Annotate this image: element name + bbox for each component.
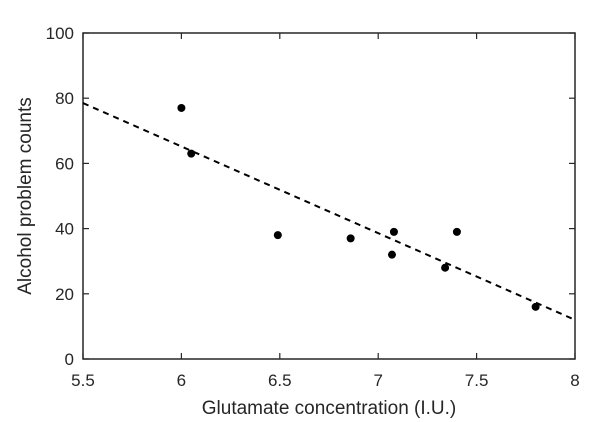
y-tick-label: 0 (65, 350, 74, 369)
data-point (187, 149, 196, 158)
data-point (273, 231, 282, 240)
plot-area-frame (82, 32, 576, 360)
x-tick-label: 7 (373, 371, 382, 390)
y-tick-label: 100 (46, 24, 74, 43)
data-point (441, 263, 450, 272)
x-tick-label: 8 (570, 371, 579, 390)
data-point (389, 227, 398, 236)
data-point (177, 103, 186, 112)
data-point (346, 234, 355, 243)
x-tick-label: 6.5 (268, 371, 292, 390)
x-axis-label: Glutamate concentration (I.U.) (202, 398, 457, 419)
y-tick-label: 20 (55, 285, 74, 304)
x-tick-label: 7.5 (465, 371, 489, 390)
data-point (531, 302, 540, 311)
y-tick-label: 60 (55, 154, 74, 173)
data-point (452, 227, 461, 236)
x-tick-label: 6 (177, 371, 186, 390)
data-point (387, 250, 396, 259)
y-tick-label: 40 (55, 220, 74, 239)
x-tick-label: 5.5 (71, 371, 95, 390)
y-tick-label: 80 (55, 89, 74, 108)
y-axis-label: Alcohol problem counts (15, 97, 36, 295)
regression-trend-line (82, 102, 576, 321)
